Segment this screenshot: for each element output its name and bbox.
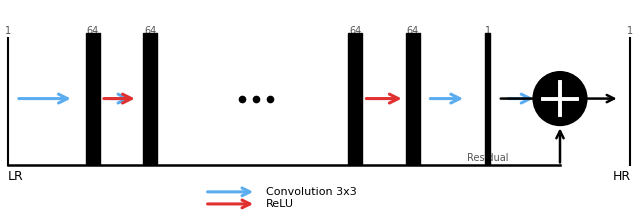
Text: 64: 64 — [349, 26, 362, 36]
Text: 1: 1 — [4, 26, 11, 36]
Text: Residual: Residual — [467, 153, 508, 163]
Bar — [406, 33, 420, 164]
Text: 64: 64 — [406, 26, 419, 36]
Bar — [143, 33, 157, 164]
Text: LR: LR — [8, 170, 24, 183]
Text: 64: 64 — [86, 26, 99, 36]
Text: r: r — [485, 138, 490, 148]
Text: Convolution 3x3: Convolution 3x3 — [266, 187, 356, 197]
Text: ReLU: ReLU — [266, 199, 294, 209]
Ellipse shape — [533, 72, 587, 126]
Text: 64: 64 — [144, 26, 157, 36]
Bar — [86, 33, 100, 164]
Text: 1: 1 — [484, 26, 491, 36]
Text: HR: HR — [612, 170, 630, 183]
Text: 1: 1 — [627, 26, 634, 36]
Bar — [348, 33, 362, 164]
Bar — [485, 33, 490, 164]
